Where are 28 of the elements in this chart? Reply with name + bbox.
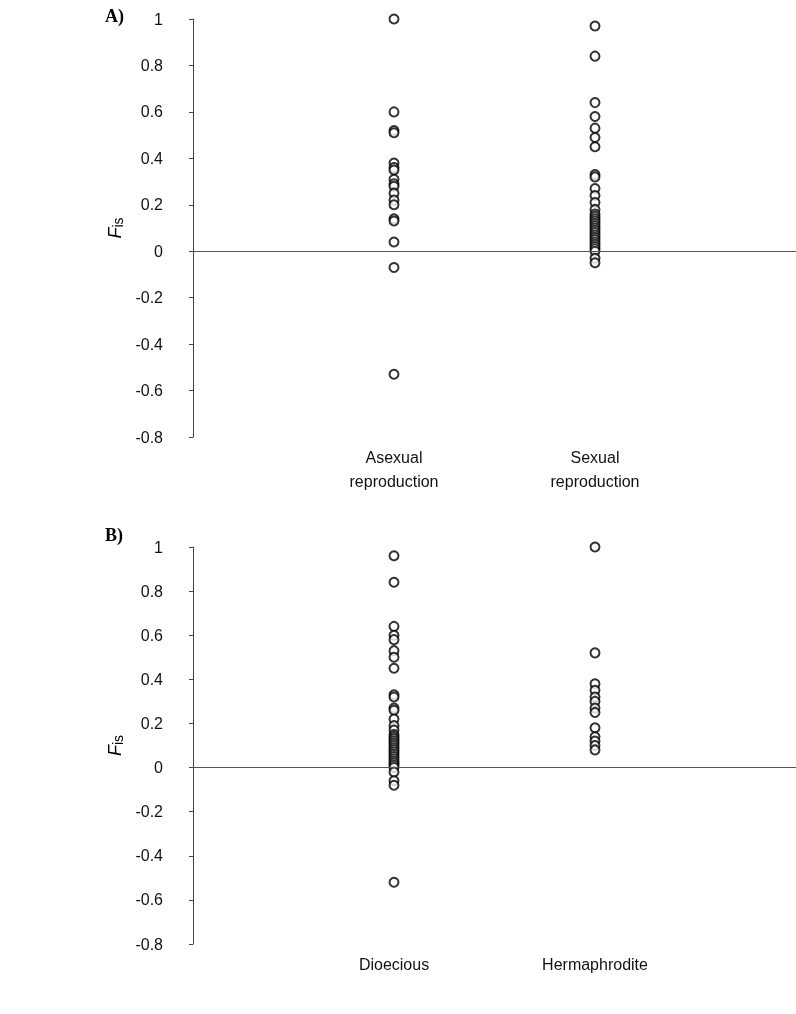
- y-tick-label: 0.2: [140, 196, 164, 214]
- y-tick-label: 1: [154, 538, 164, 556]
- y-axis-title: Fis: [104, 217, 126, 239]
- x-tick-label: Asexual reproduction: [349, 448, 439, 490]
- y-tick-label: -0.2: [135, 289, 164, 307]
- y-tick-label: 0: [154, 242, 164, 260]
- y-axis-title: Fis: [104, 734, 126, 757]
- x-tick-label: Hermaphrodite: [542, 955, 649, 973]
- x-tick-label: Dioecious: [358, 955, 430, 973]
- y-tick-label: 0.8: [140, 582, 164, 600]
- y-tick-label: -0.8: [135, 935, 164, 953]
- y-tick-label: -0.2: [135, 803, 164, 821]
- y-tick-label: -0.4: [135, 847, 164, 865]
- y-tick-label: 0.6: [140, 103, 164, 121]
- y-tick-label: 0: [154, 759, 164, 777]
- chart-title: A): [105, 6, 124, 27]
- y-tick-label: 0.6: [140, 626, 164, 644]
- chart-title: B): [105, 525, 124, 546]
- y-tick-label: 0.2: [140, 714, 164, 732]
- y-tick-label: -0.6: [135, 382, 164, 400]
- y-tick-label: -0.4: [135, 335, 164, 353]
- x-tick-label: Sexual reproduction: [550, 448, 640, 490]
- y-tick-label: 0.4: [140, 670, 164, 688]
- y-tick-label: 1: [154, 10, 164, 28]
- y-tick-label: 0.8: [140, 56, 164, 74]
- y-tick-label: -0.8: [135, 428, 164, 446]
- y-tick-label: -0.6: [135, 891, 164, 909]
- y-tick-label: 0.4: [140, 149, 164, 167]
